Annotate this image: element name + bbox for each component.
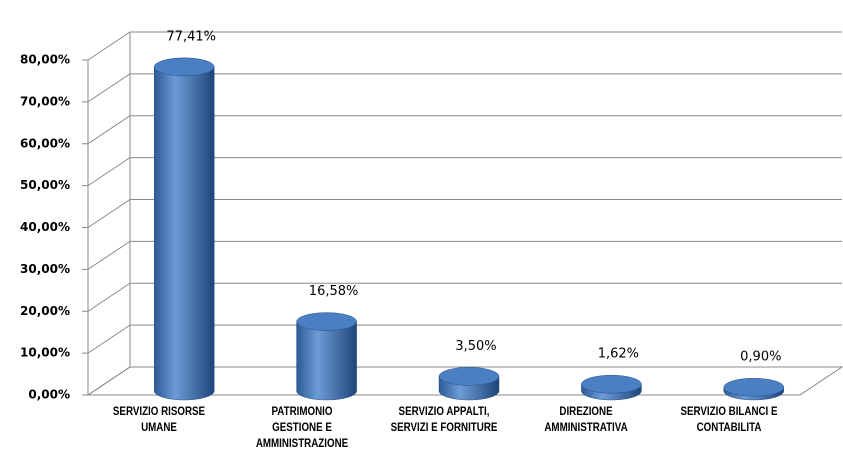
value-label: 0,90%: [740, 350, 781, 365]
grid-line: [87, 366, 842, 396]
y-tick-label: 40,00%: [20, 220, 70, 234]
value-label: 1,62%: [598, 347, 639, 362]
value-label: 3,50%: [455, 339, 496, 354]
x-tick-label: PATRIMONIO GESTIONE E AMMINISTRAZIONE: [255, 406, 348, 450]
value-label: 16,58%: [309, 284, 359, 299]
y-tick-label: 0,00%: [28, 388, 70, 402]
grid-line: [87, 324, 842, 354]
y-tick-label: 80,00%: [20, 53, 70, 67]
x-tick-label: SERVIZIO APPALTI, SERVIZI E FORNITURE: [390, 406, 498, 434]
x-tick-label: DIREZIONE AMMINISTRATIVA: [544, 406, 629, 434]
y-tick-label: 30,00%: [20, 262, 70, 276]
grid-line: [87, 115, 842, 145]
grid-line: [87, 282, 842, 312]
y-tick-label: 70,00%: [20, 94, 70, 108]
y-tick-label: 60,00%: [20, 136, 70, 150]
grid-line: [87, 31, 842, 61]
bar-top: [723, 377, 785, 397]
grid-line: [87, 157, 842, 187]
x-tick-label: SERVIZIO RISORSE UMANE: [113, 406, 206, 434]
bar-top: [581, 374, 642, 394]
y-tick-label: 10,00%: [20, 346, 70, 360]
grid-line: [87, 199, 842, 228]
bar: [296, 321, 357, 401]
bar-top: [438, 367, 500, 386]
grid-line: [87, 73, 842, 103]
x-tick-label: SERVIZIO BILANCI E CONTABILITA: [680, 406, 778, 434]
bar-top: [153, 57, 215, 77]
value-label: 77,41%: [166, 29, 216, 44]
bar: [153, 66, 215, 401]
y-tick-label: 50,00%: [20, 178, 70, 192]
bar-top: [296, 312, 357, 331]
y-tick-label: 20,00%: [20, 304, 70, 318]
grid-line: [87, 240, 842, 270]
